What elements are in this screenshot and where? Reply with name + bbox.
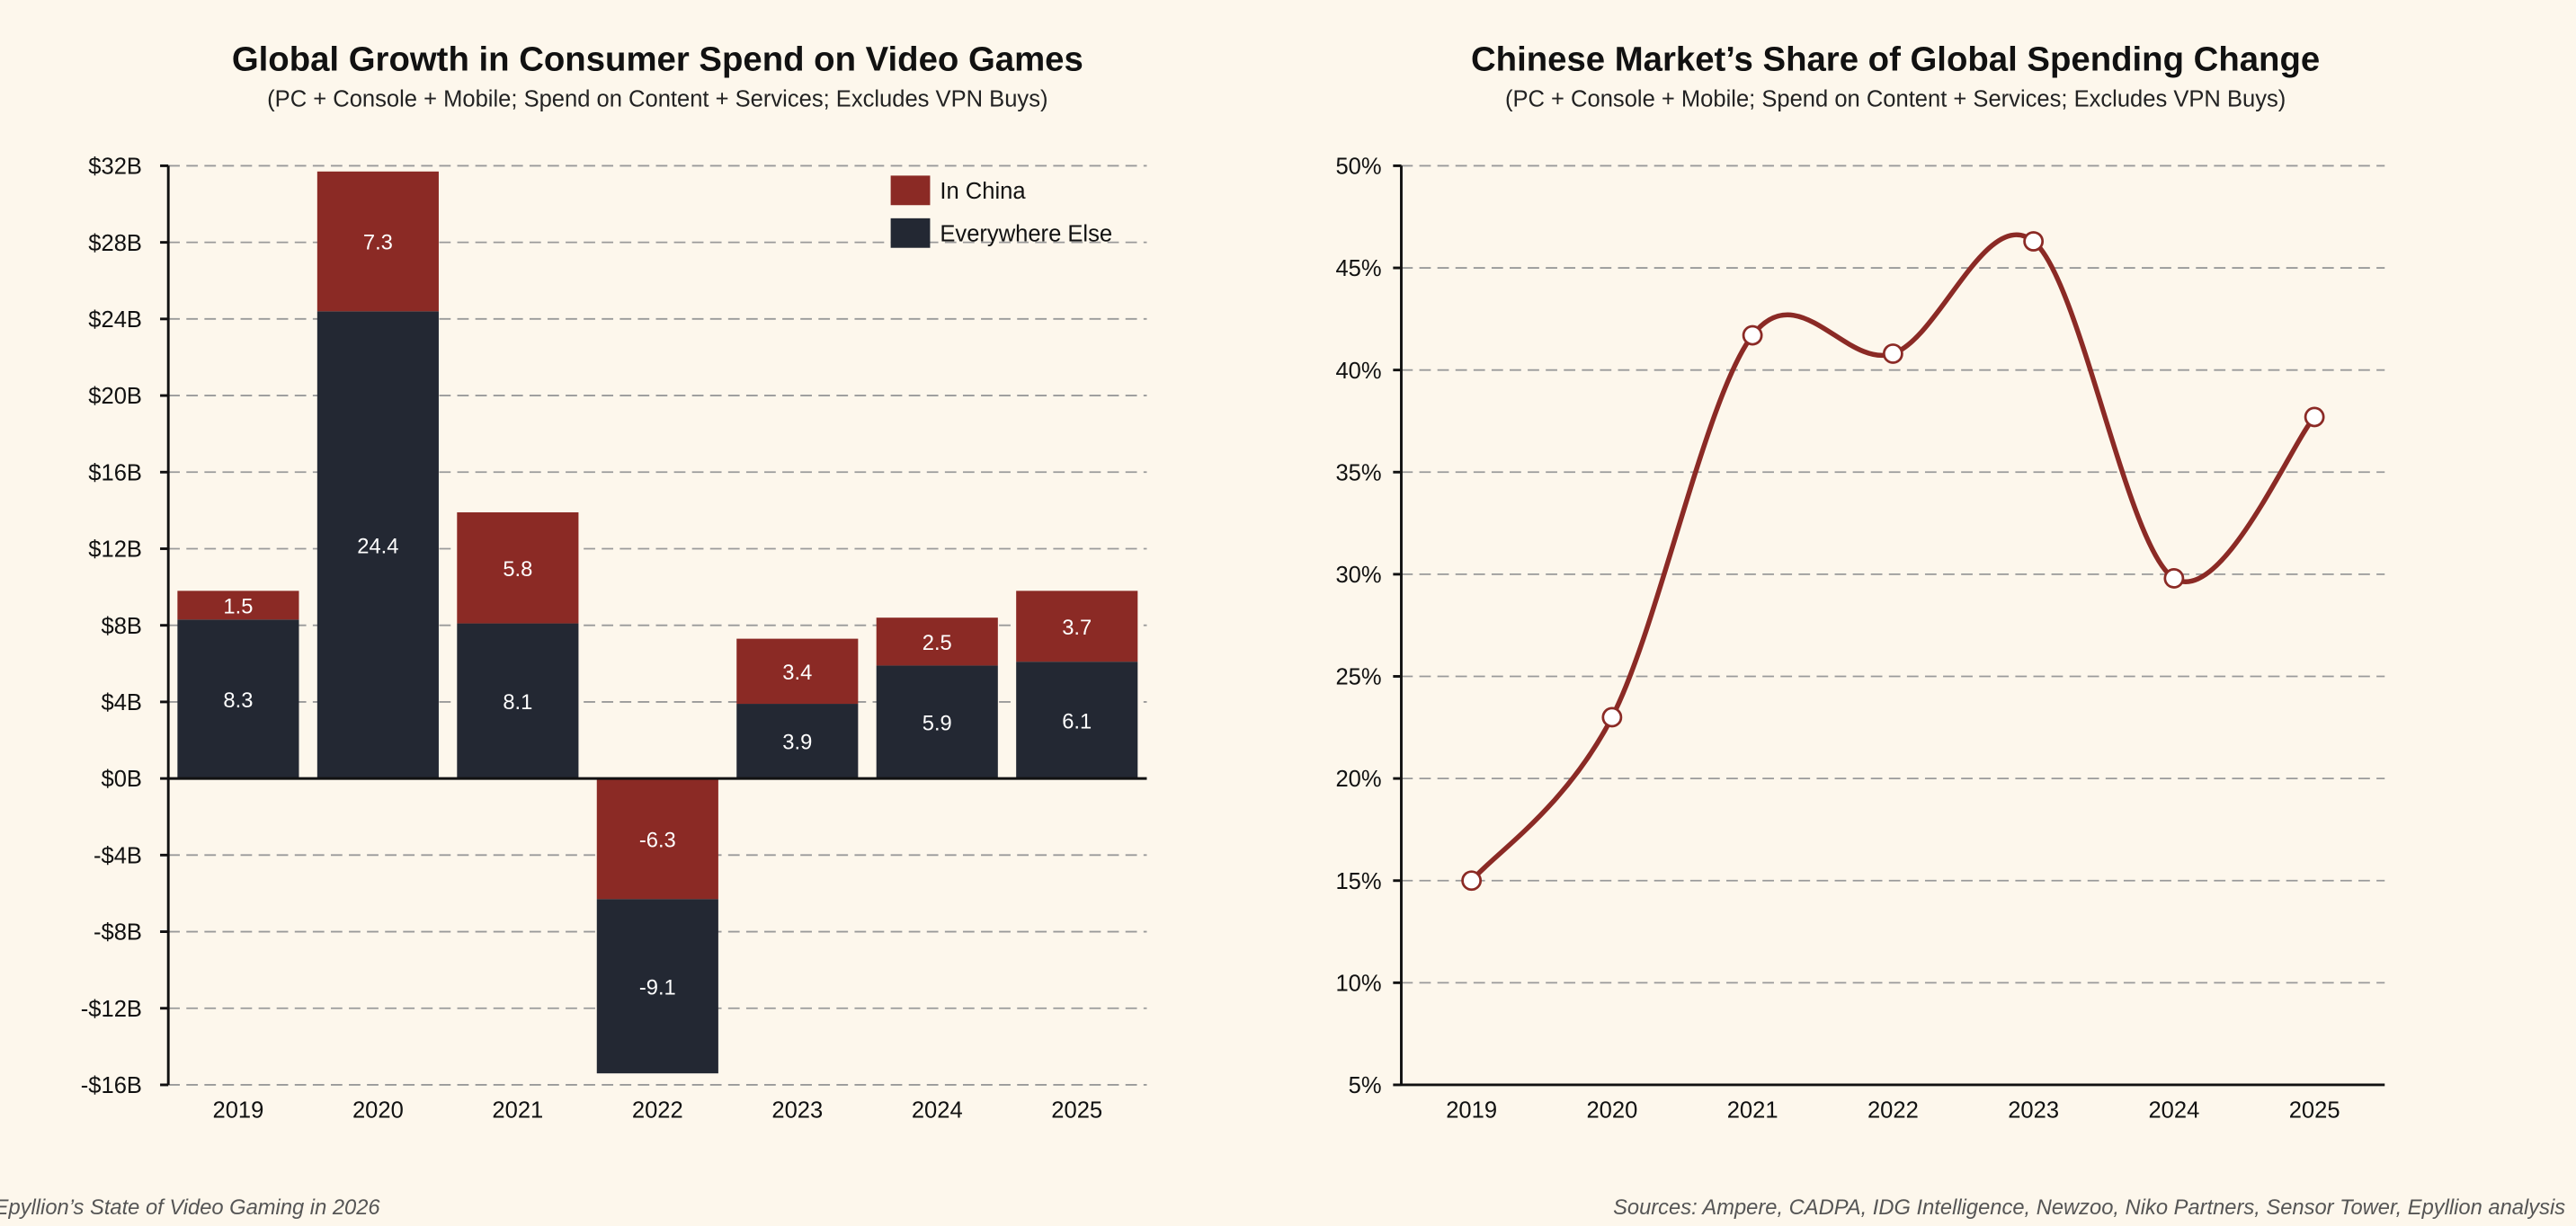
bar-everywhere-else [1016,662,1138,779]
x-tick-label: 2021 [1727,1097,1778,1123]
y-tick-label: $0B [102,767,142,792]
x-tick-label: 2020 [1586,1097,1637,1123]
y-tick-label: 20% [1335,767,1381,792]
y-tick-label: $20B [88,384,142,409]
x-tick-label: 2025 [1051,1097,1102,1123]
data-point [1882,343,1903,364]
data-point [1461,870,1483,892]
x-tick-label: 2022 [632,1097,683,1123]
y-tick-label: -$4B [94,843,142,868]
y-tick-label: 10% [1335,971,1381,996]
data-point [2163,568,2185,589]
x-tick-label: 2024 [912,1097,963,1123]
data-label: -9.1 [639,976,676,999]
line-chart: Chinese Market’s Share of Global Spendin… [1335,40,2385,1123]
data-point [2304,406,2325,428]
bar-chart-subtitle: (PC + Console + Mobile; Spend on Content… [267,87,1047,112]
data-label: 7.3 [363,232,393,255]
bar-chart-title: Global Growth in Consumer Spend on Video… [232,40,1083,79]
y-tick-label: 5% [1349,1073,1382,1098]
bar-in-china [736,638,859,705]
data-label: 1.5 [223,595,253,618]
bar-in-china [596,778,718,900]
legend-label-else: Everywhere Else [940,221,1112,246]
y-tick-label: $28B [88,231,142,256]
bar-chart: Global Growth in Consumer Spend on Video… [81,40,1147,1123]
x-tick-label: 2023 [2008,1097,2059,1123]
bar-everywhere-else [177,619,299,779]
data-label: 3.9 [782,732,812,755]
y-tick-label: 35% [1335,460,1381,485]
data-label: 3.7 [1062,617,1092,640]
y-tick-label: 50% [1335,155,1381,180]
legend-label-china: In China [940,179,1026,204]
bar-in-china [876,617,998,666]
x-tick-label: 2019 [1446,1097,1497,1123]
legend: In China Everywhere Else [890,175,1112,248]
y-tick-label: $24B [88,307,142,333]
x-tick-label: 2021 [492,1097,543,1123]
y-tick-label: $8B [102,614,142,639]
y-tick-label: $32B [88,155,142,180]
y-tick-label: $16B [88,460,142,485]
bar-everywhere-else [876,665,998,779]
bar-in-china [316,171,439,312]
x-tick-label: 2022 [1867,1097,1919,1123]
y-tick-label: 45% [1335,256,1381,281]
data-label: 5.8 [503,558,532,582]
data-label: 8.1 [503,691,532,715]
y-tick-label: 40% [1335,359,1381,384]
data-label: 5.9 [923,712,952,735]
line-chart-subtitle: (PC + Console + Mobile; Spend on Content… [1505,87,2286,112]
data-label: 8.3 [223,689,253,713]
y-tick-label: -$16B [81,1073,142,1098]
y-tick-label: 30% [1335,563,1381,588]
y-tick-label: -$8B [94,920,142,946]
x-tick-label: 2020 [352,1097,404,1123]
y-tick-label: $4B [102,690,142,715]
y-tick-label: $12B [88,537,142,563]
data-point [1742,324,1763,346]
data-point [1601,706,1623,728]
y-tick-label: -$12B [81,997,142,1022]
footer-left: Epyllion’s State of Video Gaming in 2026 [0,1196,380,1220]
data-label: 6.1 [1062,710,1092,733]
y-tick-label: 15% [1335,869,1381,894]
data-label: 2.5 [923,632,952,655]
x-tick-label: 2025 [2289,1097,2340,1123]
bar-in-china [177,591,299,620]
legend-swatch-else [890,218,931,248]
line-chart-title: Chinese Market’s Share of Global Spendin… [1471,40,2320,79]
bar-everywhere-else [736,704,859,779]
footer-sources: Sources: Ampere, CADPA, IDG Intelligence… [1613,1196,2565,1220]
x-tick-label: 2023 [771,1097,823,1123]
data-label: -6.3 [639,829,676,852]
bar-everywhere-else [457,623,579,779]
bar-in-china [457,512,579,624]
x-tick-label: 2024 [2148,1097,2199,1123]
y-tick-label: 25% [1335,665,1381,690]
legend-swatch-china [890,175,931,206]
data-label: 24.4 [357,535,398,558]
data-point [2023,231,2045,252]
bar-everywhere-else [316,311,439,779]
data-label: 3.4 [782,662,812,685]
bar-everywhere-else [596,899,718,1074]
x-tick-label: 2019 [213,1097,264,1123]
bar-in-china [1016,591,1138,662]
